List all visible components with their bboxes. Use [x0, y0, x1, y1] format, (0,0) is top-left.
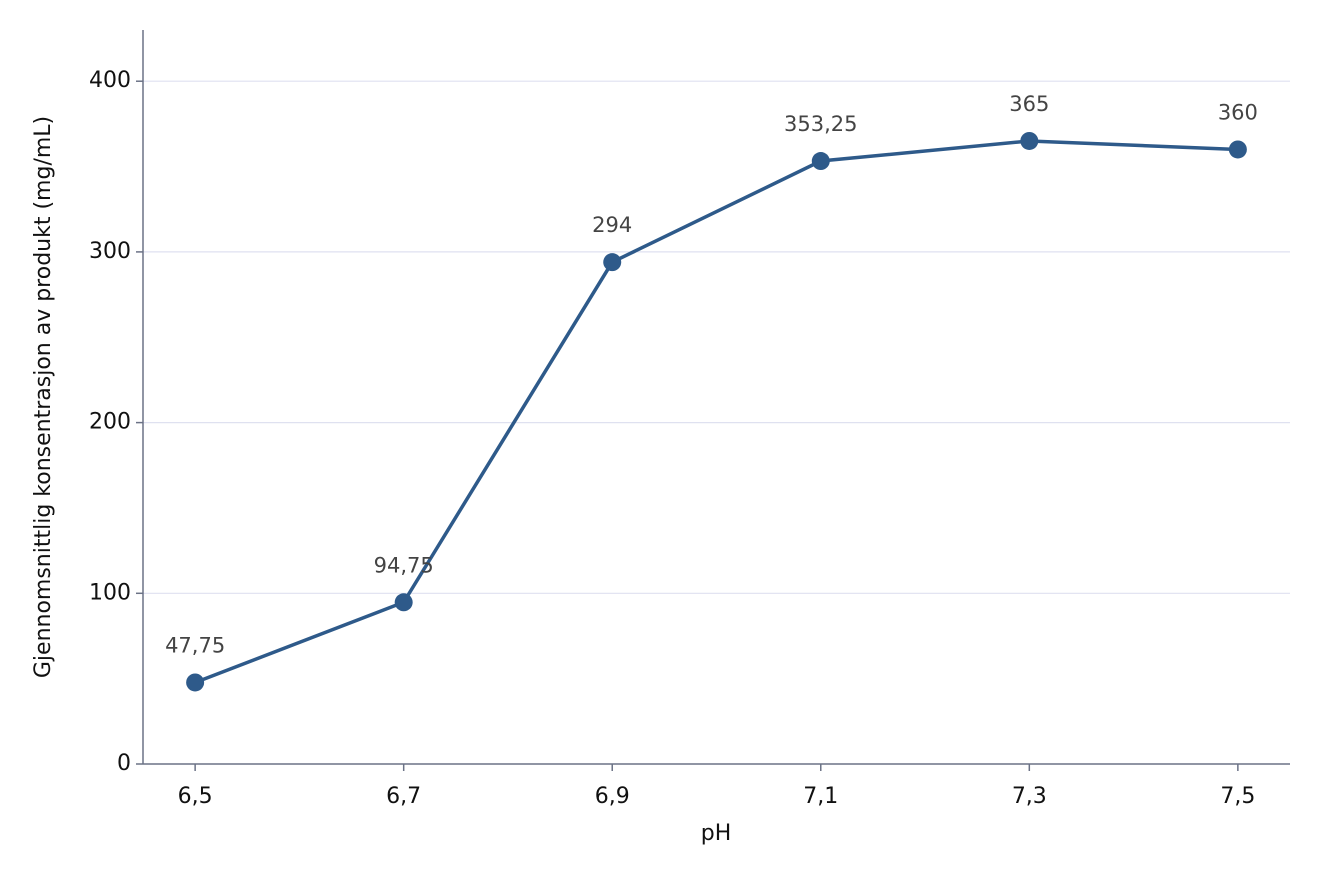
value-label: 365: [1009, 92, 1049, 116]
point: [1228, 140, 1247, 159]
x-tick-label: 6,5: [178, 784, 213, 809]
y-axis-label: Gjennomsnittlig konsentrasjon av produkt…: [31, 116, 56, 678]
x-tick-label: 7,5: [1220, 784, 1255, 809]
y-tick-label: 300: [89, 239, 131, 264]
x-tick-label: 7,1: [803, 784, 838, 809]
value-label: 353,25: [784, 112, 857, 136]
x-tick-label: 6,9: [595, 784, 630, 809]
y-tick-label: 400: [89, 68, 131, 93]
point: [811, 152, 830, 171]
x-tick-label: 6,7: [386, 784, 421, 809]
point: [1020, 131, 1039, 150]
point: [394, 593, 413, 612]
point: [186, 673, 205, 692]
point: [603, 253, 622, 272]
value-label: 294: [592, 213, 632, 237]
y-tick-label: 0: [117, 751, 131, 776]
y-tick-label: 200: [89, 410, 131, 435]
value-label: 360: [1218, 100, 1258, 124]
x-tick-label: 7,3: [1012, 784, 1047, 809]
value-label: 94,75: [374, 553, 434, 577]
x-axis-label: pH: [701, 821, 732, 846]
value-label: 47,75: [165, 633, 225, 657]
line: [194, 139, 1238, 685]
y-tick-label: 100: [89, 580, 131, 605]
